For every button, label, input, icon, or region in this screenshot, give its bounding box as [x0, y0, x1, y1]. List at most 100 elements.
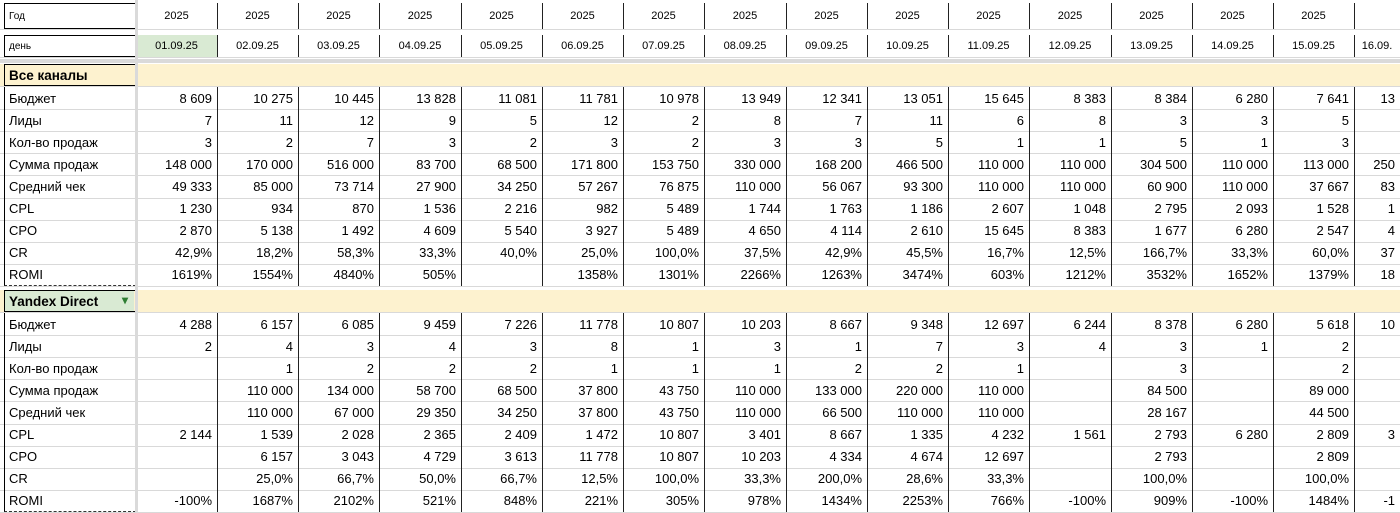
metric-value[interactable]: 3 613	[504, 449, 537, 465]
metric-value[interactable]: 60 900	[1147, 178, 1187, 194]
metric-value[interactable]: 100,0%	[654, 471, 699, 487]
metric-value[interactable]: 15 645	[984, 90, 1024, 106]
year-cell[interactable]: 2025	[814, 10, 839, 22]
metric-label[interactable]: ROMI	[9, 493, 43, 509]
metric-value[interactable]: 12 341	[822, 90, 862, 106]
metric-value[interactable]	[136, 379, 217, 401]
metric-value[interactable]: 110 000	[734, 178, 781, 194]
metric-value[interactable]: 2	[935, 360, 943, 376]
metric-value[interactable]: 84 500	[1147, 382, 1187, 398]
metric-value[interactable]: 43 750	[659, 382, 699, 398]
metric-value[interactable]: 148 000	[165, 156, 212, 172]
metric-value[interactable]: 2	[1341, 338, 1349, 354]
metric-value[interactable]: 2	[366, 360, 374, 376]
metric-value[interactable]: 11	[279, 112, 294, 128]
year-cell[interactable]: 2025	[407, 10, 433, 22]
metric-value[interactable]: 5	[1179, 134, 1187, 150]
date-cell[interactable]: 16.09.	[1361, 40, 1393, 52]
metric-value[interactable]: 3532%	[1146, 267, 1187, 283]
metric-value[interactable]: 2	[1341, 360, 1349, 376]
metric-value[interactable]: 5 618	[1316, 316, 1349, 332]
metric-value[interactable]	[1192, 446, 1273, 468]
metric-value[interactable]: 37 800	[578, 404, 618, 420]
metric-value[interactable]: 4 650	[748, 223, 781, 239]
metric-value[interactable]: 1358%	[577, 267, 618, 283]
date-cell[interactable]: 11.09.25	[967, 40, 1010, 52]
metric-value[interactable]	[1354, 468, 1400, 490]
metric-value[interactable]: 3 043	[341, 449, 374, 465]
metric-value[interactable]: 25,0%	[581, 245, 618, 261]
metric-value[interactable]: 100,0%	[1304, 471, 1349, 487]
metric-value[interactable]: 11 081	[498, 90, 537, 106]
date-cell[interactable]: 05.09.25	[480, 40, 523, 52]
metric-value[interactable]: 4	[1387, 223, 1395, 239]
year-cell[interactable]: 2025	[895, 10, 920, 22]
metric-value[interactable]: -100%	[174, 493, 212, 509]
metric-value[interactable]: 1 677	[1154, 223, 1187, 239]
metric-value[interactable]: 220 000	[896, 382, 943, 398]
metric-value[interactable]: 18	[1380, 267, 1395, 283]
metric-value[interactable]: 1 763	[829, 201, 862, 217]
metric-value[interactable]: 1379%	[1308, 267, 1349, 283]
date-cell[interactable]: 10.09.25	[886, 40, 929, 52]
metric-value[interactable]: 12	[603, 112, 618, 128]
metric-value[interactable]: 3	[1016, 338, 1024, 354]
metric-value[interactable]: 2 093	[1235, 201, 1268, 217]
metric-value[interactable]: 2 547	[1316, 223, 1349, 239]
metric-value[interactable]: 7	[854, 112, 862, 128]
metric-value[interactable]: 3474%	[902, 267, 943, 283]
metric-value[interactable]: 6 157	[260, 316, 293, 332]
metric-value[interactable]: 7	[366, 134, 374, 150]
metric-value[interactable]: 10 807	[659, 316, 699, 332]
metric-value[interactable]: 73 714	[334, 178, 374, 194]
metric-value[interactable]: 42,9%	[175, 245, 212, 261]
metric-value[interactable]: 505%	[422, 267, 456, 283]
metric-value[interactable]: 37 667	[1309, 178, 1349, 194]
metric-value[interactable]: 1	[1260, 134, 1268, 150]
metric-value[interactable]: 10 203	[741, 316, 781, 332]
metric-value[interactable]	[136, 468, 217, 490]
metric-value[interactable]: 1 539	[260, 427, 293, 443]
date-cell[interactable]: 15.09.25	[1292, 40, 1335, 52]
metric-value[interactable]: 5 489	[666, 201, 699, 217]
metric-value[interactable]: 8 667	[829, 427, 862, 443]
metric-value[interactable]	[136, 401, 217, 423]
metric-value[interactable]: 8 609	[179, 90, 212, 106]
metric-value[interactable]: 2 809	[1316, 427, 1349, 443]
metric-label[interactable]: Сумма продаж	[9, 382, 99, 398]
metric-value[interactable]: 8	[773, 112, 781, 128]
year-cell[interactable]: 2025	[1057, 10, 1083, 22]
metric-value[interactable]: 2 216	[504, 201, 537, 217]
metric-value[interactable]: 2 409	[504, 427, 537, 443]
metric-value[interactable]: 6 280	[1235, 223, 1268, 239]
metric-value[interactable]: 9 348	[910, 316, 943, 332]
metric-value[interactable]: 4 609	[423, 223, 456, 239]
metric-value[interactable]: 4 114	[830, 223, 862, 239]
metric-value[interactable]: 1	[285, 360, 293, 376]
metric-value[interactable]: 3	[773, 134, 781, 150]
metric-value[interactable]: 9 459	[423, 316, 456, 332]
metric-value[interactable]: 16,7%	[987, 245, 1024, 261]
metric-value[interactable]: 110 000	[1221, 156, 1268, 172]
metric-value[interactable]: 978%	[747, 493, 781, 509]
metric-value[interactable]: 2	[691, 112, 699, 128]
metric-value[interactable]: 1 561	[1073, 427, 1106, 443]
metric-value[interactable]: 58,3%	[337, 245, 374, 261]
metric-value[interactable]: 10 275	[253, 90, 293, 106]
metric-value[interactable]: -100%	[1230, 493, 1268, 509]
metric-value[interactable]: 1434%	[821, 493, 862, 509]
metric-value[interactable]: 10 203	[741, 449, 781, 465]
date-cell[interactable]: 02.09.25	[236, 40, 279, 52]
metric-value[interactable]: 33,3%	[1231, 245, 1268, 261]
metric-value[interactable]: 110 000	[1221, 178, 1268, 194]
metric-value[interactable]: 8 383	[1073, 90, 1106, 106]
metric-value[interactable]: 3 927	[585, 223, 618, 239]
metric-value[interactable]: 934	[271, 201, 293, 217]
metric-value[interactable]: 6	[1016, 112, 1024, 128]
metric-value[interactable]: 110 000	[977, 382, 1024, 398]
metric-value[interactable]: 2 795	[1154, 201, 1187, 217]
metric-value[interactable]: 110 000	[896, 404, 943, 420]
metric-value[interactable]: 11 778	[579, 449, 618, 465]
year-cell[interactable]: 2025	[976, 10, 1001, 22]
